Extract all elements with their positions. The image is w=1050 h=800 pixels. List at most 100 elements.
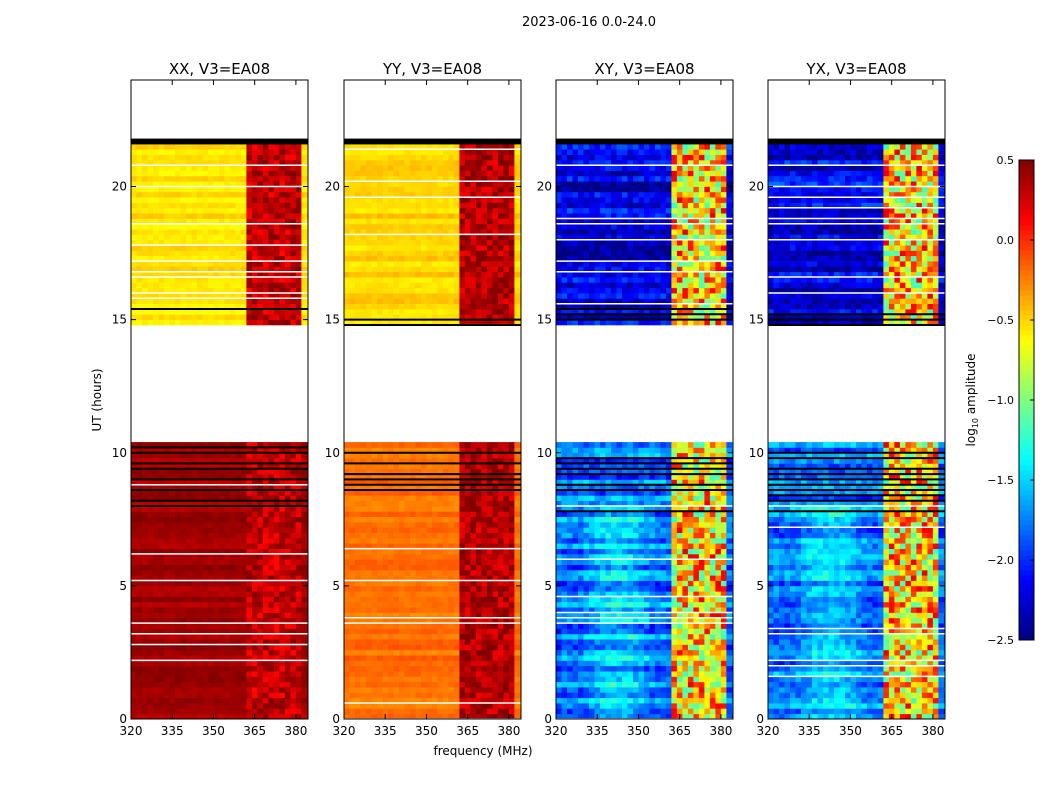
heatmap-cell [497, 532, 504, 539]
heatmap-cell [442, 596, 449, 603]
heatmap-cell [388, 639, 394, 645]
heatmap-cell [290, 319, 297, 326]
heatmap-cell [486, 532, 493, 539]
heatmap-cell [224, 681, 231, 688]
heatmap-cell [191, 442, 198, 448]
heatmap-cell [393, 463, 400, 470]
heatmap-cell [202, 229, 209, 235]
heatmap-cell [382, 612, 389, 619]
heatmap-cell [442, 681, 449, 688]
heatmap-cell [366, 564, 372, 571]
heatmap-cell [295, 245, 302, 251]
heatmap-cell [273, 697, 280, 704]
heatmap-cell [175, 165, 181, 171]
heatmap-cell [284, 452, 291, 459]
heatmap-cell [366, 468, 372, 475]
heatmap-cell [301, 591, 308, 597]
heatmap-cell [497, 271, 504, 278]
heatmap-cell [295, 697, 302, 704]
heatmap-cell [492, 516, 499, 523]
heatmap-cell [142, 165, 148, 171]
heatmap-cell [180, 319, 187, 326]
heatmap-cell [360, 676, 367, 683]
heatmap-cell [415, 607, 422, 613]
heatmap-cell [470, 527, 477, 533]
heatmap-cell [486, 713, 493, 720]
heatmap-cell [284, 532, 291, 539]
heatmap-cell [273, 548, 280, 555]
heatmap-cell [219, 319, 225, 326]
heatmap-cell [197, 447, 203, 454]
heatmap-cell [514, 591, 521, 597]
heatmap-cell [219, 580, 225, 587]
heatmap-cell [191, 314, 198, 320]
heatmap-cell [257, 223, 264, 230]
heatmap-cell [415, 303, 422, 310]
heatmap-cell [131, 506, 137, 512]
heatmap-cell [404, 708, 411, 715]
heatmap-cell [273, 479, 280, 486]
heatmap-cell [481, 511, 488, 517]
heatmap-cell [142, 612, 148, 619]
heatmap-cell [229, 186, 236, 193]
heatmap-cell [295, 149, 302, 155]
heatmap-cell [257, 170, 264, 177]
heatmap-cell [284, 687, 291, 693]
heatmap-cell [229, 282, 236, 289]
heatmap-cell [131, 500, 137, 507]
heatmap-cell [180, 207, 187, 214]
heatmap-cell [251, 213, 258, 219]
heatmap-cell [136, 202, 143, 209]
heatmap-cell [349, 639, 356, 645]
heatmap-cell [426, 665, 433, 672]
heatmap-cell [377, 559, 383, 565]
heatmap-cell [257, 202, 264, 209]
heatmap-cell [437, 511, 444, 517]
heatmap-cell [486, 479, 493, 486]
heatmap-cell [229, 447, 236, 454]
heatmap-cell [514, 569, 521, 576]
heatmap-cell [240, 548, 247, 555]
heatmap-cell [224, 506, 231, 512]
heatmap-cell [240, 229, 247, 235]
heatmap-cell [235, 175, 242, 182]
heatmap-cell [131, 681, 137, 688]
heatmap-cell [404, 676, 411, 683]
heatmap-cell [197, 287, 203, 294]
heatmap-cell [158, 277, 165, 283]
heatmap-cell [169, 287, 176, 294]
heatmap-cell [229, 266, 236, 273]
heatmap-cell [147, 223, 154, 230]
heatmap-cell [475, 548, 482, 555]
heatmap-cell [142, 649, 148, 656]
heatmap-cell [224, 277, 231, 283]
heatmap-cell [246, 676, 253, 683]
heatmap-cell [399, 309, 405, 315]
heatmap-cell [202, 665, 209, 672]
heatmap-cell [279, 575, 286, 581]
heatmap-cell [355, 277, 361, 283]
heatmap-cell [240, 713, 247, 720]
heatmap-cell [213, 708, 220, 715]
heatmap-cell [224, 628, 231, 635]
heatmap-cell [355, 287, 361, 294]
heatmap-cell [284, 543, 291, 549]
heatmap-cell [186, 633, 192, 640]
heatmap-cell [295, 601, 302, 608]
heatmap-cell [284, 681, 291, 688]
heatmap-cell [268, 154, 275, 161]
heatmap-cell [415, 655, 422, 661]
heatmap-cell [371, 628, 378, 635]
heatmap-cell [290, 553, 297, 560]
heatmap-cell [486, 287, 493, 294]
heatmap-cell [442, 314, 449, 320]
heatmap-cell [136, 170, 143, 177]
heatmap-cell [180, 660, 187, 667]
heatmap-cell [448, 601, 455, 608]
heatmap-cell [158, 591, 165, 597]
heatmap-cell [388, 559, 394, 565]
heatmap-cell [240, 186, 247, 193]
heatmap-cell [251, 633, 258, 640]
heatmap-cell [142, 463, 148, 470]
heatmap-cell [142, 633, 148, 640]
